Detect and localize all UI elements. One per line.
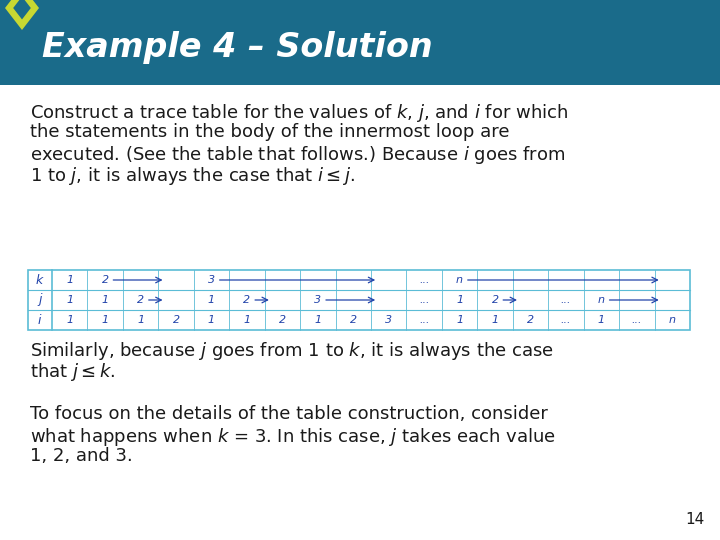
- Bar: [28, 270, 690, 330]
- Text: 1: 1: [314, 315, 321, 325]
- Text: ...: ...: [419, 275, 429, 285]
- Polygon shape: [13, 0, 31, 19]
- Text: 2: 2: [527, 315, 534, 325]
- Text: 2: 2: [137, 295, 144, 305]
- Text: executed. (See the table that follows.) Because $i$ goes from: executed. (See the table that follows.) …: [30, 144, 565, 166]
- Text: 2: 2: [279, 315, 286, 325]
- Text: 3: 3: [385, 315, 392, 325]
- Text: Construct a trace table for the values of $k$, $j$, and $i$ for which: Construct a trace table for the values o…: [30, 102, 568, 124]
- Text: 1: 1: [243, 315, 251, 325]
- Text: 1: 1: [66, 315, 73, 325]
- Text: $k$: $k$: [35, 273, 45, 287]
- Text: 1: 1: [66, 295, 73, 305]
- Text: 14: 14: [685, 512, 705, 527]
- Text: 2: 2: [243, 295, 251, 305]
- Text: $n$: $n$: [456, 275, 464, 285]
- Text: ...: ...: [561, 315, 571, 325]
- Text: $n$: $n$: [598, 295, 606, 305]
- Text: 2: 2: [350, 315, 357, 325]
- Bar: [0, 0, 720, 85]
- Text: 1: 1: [102, 295, 109, 305]
- Text: 1: 1: [208, 295, 215, 305]
- Text: 1: 1: [492, 315, 499, 325]
- Text: $n$: $n$: [668, 315, 676, 325]
- Text: 3: 3: [314, 295, 321, 305]
- Text: that $j \leq k$.: that $j \leq k$.: [30, 361, 115, 383]
- Text: 2: 2: [492, 295, 499, 305]
- Text: 1: 1: [208, 315, 215, 325]
- Text: $j$: $j$: [37, 292, 43, 308]
- Text: 2: 2: [173, 315, 179, 325]
- Text: the statements in the body of the innermost loop are: the statements in the body of the innerm…: [30, 123, 510, 141]
- Text: 1: 1: [456, 295, 463, 305]
- Text: ...: ...: [419, 295, 429, 305]
- Text: Similarly, because $j$ goes from 1 to $k$, it is always the case: Similarly, because $j$ goes from 1 to $k…: [30, 340, 554, 362]
- Text: 1: 1: [66, 275, 73, 285]
- Text: what happens when $k$ = 3. In this case, $j$ takes each value: what happens when $k$ = 3. In this case,…: [30, 426, 556, 448]
- Text: ...: ...: [631, 315, 642, 325]
- Text: 1 to $j$, it is always the case that $i \leq j$.: 1 to $j$, it is always the case that $i …: [30, 165, 355, 187]
- Text: Example 4 – Solution: Example 4 – Solution: [42, 31, 433, 64]
- Text: To focus on the details of the table construction, consider: To focus on the details of the table con…: [30, 405, 548, 423]
- Text: ...: ...: [561, 295, 571, 305]
- Text: 3: 3: [208, 275, 215, 285]
- Text: $i$: $i$: [37, 313, 42, 327]
- Text: 1, 2, and 3.: 1, 2, and 3.: [30, 447, 132, 465]
- Text: 1: 1: [598, 315, 605, 325]
- Text: 1: 1: [456, 315, 463, 325]
- Text: ...: ...: [419, 315, 429, 325]
- Text: 2: 2: [102, 275, 109, 285]
- Text: 1: 1: [137, 315, 144, 325]
- Text: 1: 1: [102, 315, 109, 325]
- Polygon shape: [5, 0, 39, 30]
